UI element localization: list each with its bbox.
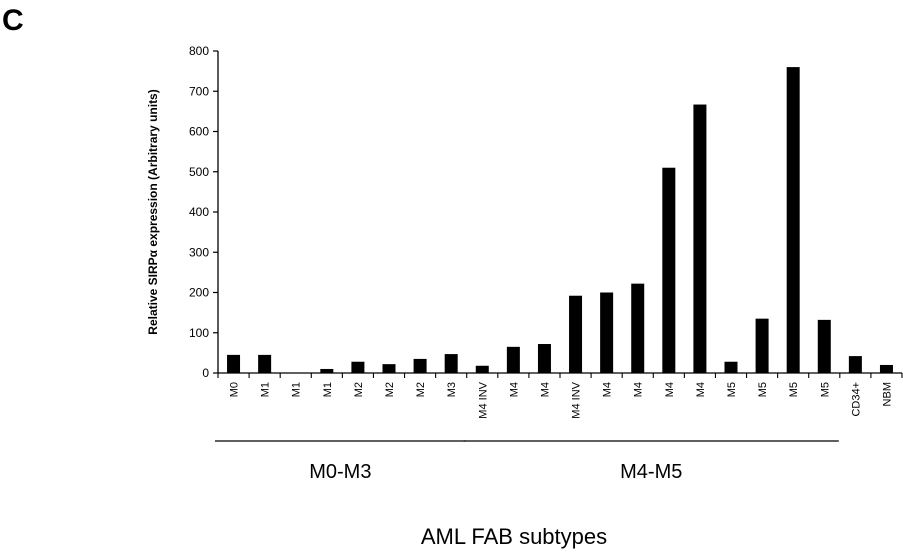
bar xyxy=(351,361,365,373)
y-tick-label: 600 xyxy=(189,125,209,139)
bar xyxy=(631,283,645,373)
bar xyxy=(693,104,707,373)
bar xyxy=(817,319,831,373)
category-labels: M0 M1 M1 M1 M2 M2 M2 M3 M4 INV M4 M4 M4 INV M4 M4 M4 M4… xyxy=(229,381,894,418)
y-tick-label: 0 xyxy=(202,366,209,380)
category-label: M4 xyxy=(539,382,551,397)
y-tick-label: 100 xyxy=(189,326,209,340)
category-label: M1 xyxy=(322,382,334,397)
bar xyxy=(506,346,520,373)
category-label: M0 xyxy=(229,382,241,397)
y-tick-label: 500 xyxy=(189,165,209,179)
y-tick-label: 700 xyxy=(189,84,209,98)
bar xyxy=(413,358,427,373)
y-tick-label: 400 xyxy=(189,205,209,219)
bar xyxy=(569,295,583,373)
category-label: M4 INV xyxy=(477,381,489,418)
bar xyxy=(786,67,800,373)
category-label: M5 xyxy=(757,382,769,397)
category-label: CD34+ xyxy=(850,382,862,417)
bar xyxy=(755,318,769,373)
category-label: M4 xyxy=(695,382,707,397)
group-brackets: M0-M3 M4-M5 xyxy=(215,440,839,483)
bar-series xyxy=(227,67,893,373)
bar xyxy=(475,365,489,373)
category-label: M5 xyxy=(726,382,738,397)
bar xyxy=(227,354,241,373)
x-axis-title: AML FAB subtypes xyxy=(421,524,607,549)
bar xyxy=(382,364,396,373)
category-label: M1 xyxy=(291,382,303,397)
bar xyxy=(258,354,272,373)
x-axis xyxy=(217,372,903,378)
y-tick-label: 200 xyxy=(189,286,209,300)
category-label: M4 xyxy=(508,382,520,397)
category-label: M4 xyxy=(633,382,645,397)
group-label: M0-M3 xyxy=(309,461,371,483)
category-label: M5 xyxy=(819,382,831,397)
category-label: M2 xyxy=(415,382,427,397)
bar xyxy=(537,344,551,373)
y-tick-label: 800 xyxy=(189,44,209,58)
y-axis: 0 100 200 300 400 500 600 700 800 xyxy=(189,44,219,380)
bar xyxy=(320,368,334,373)
bar xyxy=(879,364,893,373)
category-label: M2 xyxy=(353,382,365,397)
bar xyxy=(724,361,738,373)
category-label: M5 xyxy=(788,382,800,397)
category-label: M2 xyxy=(384,382,396,397)
bar xyxy=(848,356,862,373)
group-label: M4-M5 xyxy=(620,461,682,483)
category-label: M1 xyxy=(260,382,272,397)
y-axis-title: Relative SIRPα expression (Arbitrary uni… xyxy=(146,89,160,334)
y-tick-label: 300 xyxy=(189,245,209,259)
category-label: M3 xyxy=(446,382,458,397)
category-label: M4 INV xyxy=(571,381,583,418)
bar xyxy=(444,354,458,373)
category-label: M4 xyxy=(664,382,676,397)
panel-label: C xyxy=(2,4,24,37)
category-label: NBM xyxy=(881,382,893,406)
category-label: M4 xyxy=(602,382,614,397)
bar xyxy=(662,167,676,373)
bar xyxy=(600,292,614,373)
